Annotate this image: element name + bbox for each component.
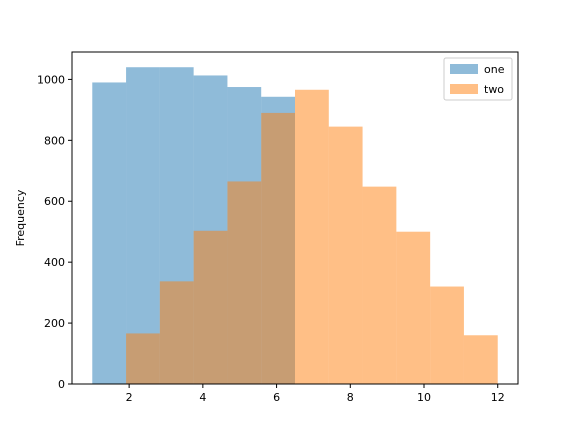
bar-two-6	[328, 126, 363, 385]
legend: one two	[443, 57, 513, 101]
y-tick-label: 200	[44, 317, 65, 330]
x-tick-label: 12	[491, 391, 505, 404]
legend-label-one: one	[484, 63, 505, 76]
bar-two-4	[261, 112, 295, 385]
bar-two-8	[396, 231, 431, 384]
bar-two-3	[227, 181, 262, 384]
bar-two-5	[295, 89, 329, 385]
x-tick-label: 8	[347, 391, 354, 404]
bar-two-7	[362, 186, 397, 384]
bar-one-1	[126, 67, 160, 384]
legend-swatch-one	[450, 64, 478, 74]
y-tick-label: 0	[58, 378, 65, 391]
x-tick-label: 10	[417, 391, 431, 404]
series-two-bars	[126, 89, 498, 385]
y-tick-label: 400	[44, 256, 65, 269]
y-tick-label: 600	[44, 195, 65, 208]
bar-two-0	[126, 333, 160, 384]
plot-frame	[71, 51, 519, 385]
bar-two-9	[430, 286, 464, 384]
y-tick-label: 800	[44, 134, 65, 147]
x-axis: 2 4 6 8 10 12	[126, 384, 505, 404]
y-axis: 0 200 400 600 800 1000	[37, 73, 72, 391]
bar-one-0	[92, 82, 127, 385]
bar-two-2	[193, 230, 228, 384]
y-tick-label: 1000	[37, 73, 65, 86]
x-tick-label: 4	[199, 391, 206, 404]
bar-two-1	[159, 281, 194, 384]
y-axis-label: Frequency	[14, 189, 27, 246]
bar-two-10	[463, 335, 498, 384]
x-tick-label: 6	[273, 391, 280, 404]
legend-swatch-two	[450, 84, 478, 94]
x-tick-label: 2	[126, 391, 133, 404]
legend-label-two: two	[484, 83, 504, 96]
